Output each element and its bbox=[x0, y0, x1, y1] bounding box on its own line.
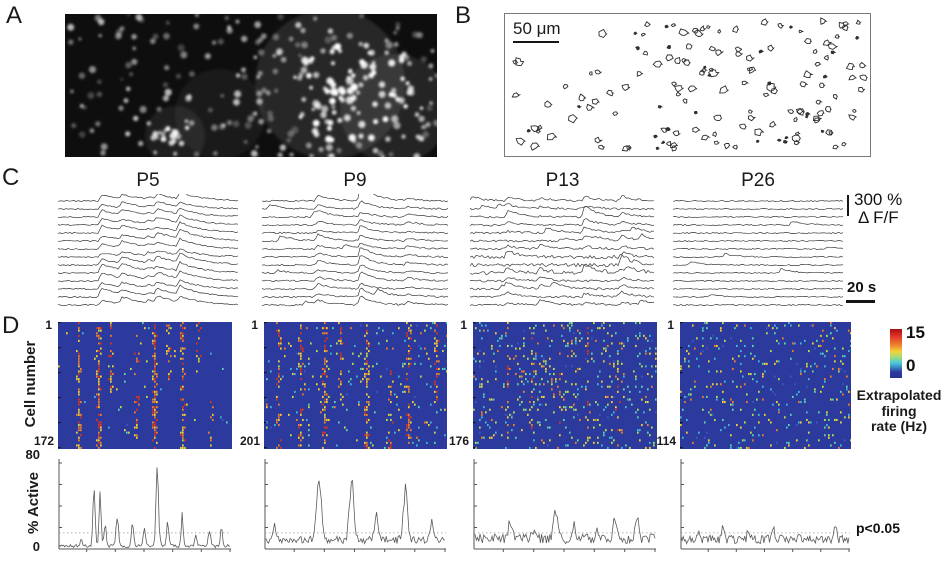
firing-rate-heatmap-p5 bbox=[58, 322, 232, 449]
cell-first-label-p13: 1 bbox=[460, 318, 467, 332]
calcium-traces-p9 bbox=[262, 194, 448, 307]
cell-count-p9: 201 bbox=[239, 434, 260, 448]
cell-number-axis-label: Cell number bbox=[22, 340, 39, 428]
significance-label: p<0.05 bbox=[856, 520, 900, 536]
active-ymax-label: 80 bbox=[25, 447, 40, 462]
panel-b-label: B bbox=[455, 2, 472, 29]
percent-active-plot-p26 bbox=[680, 459, 850, 552]
percent-active-plot-p9 bbox=[264, 459, 446, 552]
active-ymin-label: 0 bbox=[32, 539, 40, 554]
fluorescence-image bbox=[65, 14, 437, 157]
amplitude-scale-bar bbox=[847, 195, 849, 216]
percent-active-plot-p13 bbox=[473, 459, 656, 552]
cell-first-label-p26: 1 bbox=[667, 318, 674, 332]
cell-first-label-p5: 1 bbox=[45, 318, 52, 332]
percent-active-plot-p5 bbox=[58, 459, 231, 552]
colorbar-max-label: 15 bbox=[906, 323, 925, 342]
cell-count-p5: 172 bbox=[33, 434, 54, 448]
calcium-traces-p13 bbox=[470, 195, 655, 307]
colorbar-min-label: 0 bbox=[906, 356, 916, 375]
panel-c-label: C bbox=[2, 164, 20, 191]
condition-title-p26: P26 bbox=[741, 170, 775, 191]
time-scale-bar bbox=[846, 300, 875, 303]
cell-count-p13: 176 bbox=[448, 434, 469, 448]
scale-bar-label: 50 μm bbox=[513, 19, 561, 38]
firing-rate-heatmap-p26 bbox=[680, 322, 851, 449]
calcium-traces-p5 bbox=[58, 194, 238, 307]
amplitude-unit-label: Δ F/F bbox=[858, 208, 899, 227]
panel-a-label: A bbox=[6, 2, 23, 29]
condition-title-p5: P5 bbox=[136, 170, 160, 191]
scale-bar bbox=[513, 41, 559, 43]
colorbar-title-line1: Extrapolated bbox=[856, 387, 942, 403]
active-axis-label: % Active bbox=[25, 472, 42, 534]
calcium-traces-p26 bbox=[673, 200, 843, 306]
cell-contour-map bbox=[504, 13, 871, 157]
condition-title-p9: P9 bbox=[343, 170, 367, 191]
cell-first-label-p9: 1 bbox=[251, 318, 258, 332]
firing-rate-heatmap-p9 bbox=[264, 322, 447, 449]
time-scale-label: 20 s bbox=[847, 279, 877, 296]
amplitude-scale-label: 300 % bbox=[854, 190, 903, 209]
colorbar bbox=[890, 329, 902, 378]
panel-d-label: D bbox=[2, 312, 20, 339]
firing-rate-heatmap-p13 bbox=[473, 322, 657, 449]
colorbar-title-line3: rate (Hz) bbox=[870, 418, 927, 434]
colorbar-title-line2: firing bbox=[881, 403, 917, 419]
condition-title-p13: P13 bbox=[545, 170, 580, 191]
cell-count-p26: 114 bbox=[656, 434, 676, 448]
